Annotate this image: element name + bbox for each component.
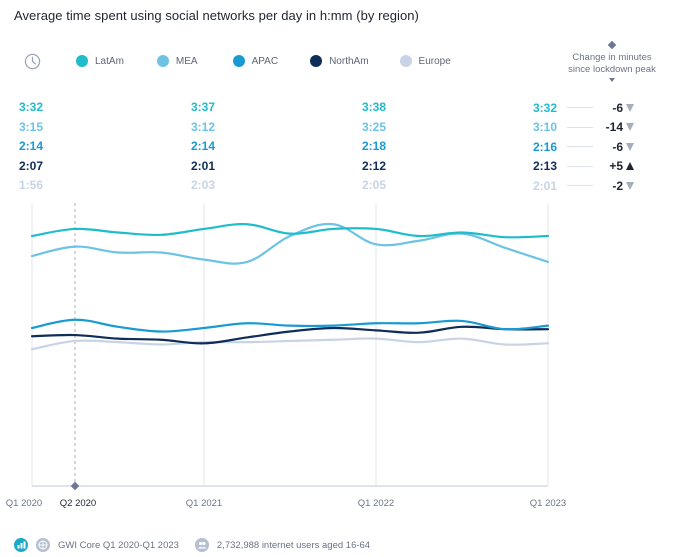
value: 2:14 xyxy=(191,139,216,153)
latest-value: 2:01 xyxy=(533,178,558,193)
leader-line xyxy=(567,165,593,167)
legend-dot-icon xyxy=(399,55,412,67)
legend-dot-icon xyxy=(310,55,323,67)
legend-item-latam[interactable]: LatAm xyxy=(76,55,124,67)
diamond-marker-icon xyxy=(70,481,80,491)
value: 3:37 xyxy=(191,100,216,114)
change-row-mea: 3:10 -14 xyxy=(533,118,634,138)
trend-arrow-icon xyxy=(626,142,634,151)
x-tick-label: Q1 2022 xyxy=(358,498,394,509)
value: 3:25 xyxy=(362,119,387,134)
value: 3:12 xyxy=(191,119,216,134)
value: 3:32 xyxy=(19,100,44,114)
leader-line xyxy=(567,126,593,128)
leader-line xyxy=(567,185,593,187)
value: 2:14 xyxy=(19,139,44,153)
series-line-apac xyxy=(30,318,550,333)
change-value: -6 xyxy=(612,100,623,115)
trend-arrow-icon xyxy=(626,181,634,190)
latest-value: 3:10 xyxy=(533,120,558,135)
change-value: -6 xyxy=(612,139,623,154)
latest-change-table: 3:32 -6 3:10 -14 2:16 -6 2:13 +5 2:01 -2 xyxy=(533,98,634,196)
series-line-mea xyxy=(30,222,550,265)
footer-source: GWI Core Q1 2020-Q1 2023 xyxy=(36,538,179,552)
footer-sample-text: 2,732,988 internet users aged 16-64 xyxy=(216,539,371,551)
legend-item-mea[interactable]: MEA xyxy=(156,55,198,67)
series-line-latam xyxy=(30,223,550,239)
legend-label: MEA xyxy=(175,55,198,67)
x-tick-label: Q1 2020 xyxy=(6,498,42,509)
chart-badge-icon xyxy=(14,538,28,552)
x-tick-label: Q2 2020 xyxy=(60,498,96,509)
value: 2:01 xyxy=(191,158,216,173)
change-header-line1: Change in minutes xyxy=(572,52,652,63)
value: 2:12 xyxy=(362,158,387,173)
series-line-europe xyxy=(30,337,550,351)
footer-sample: 2,732,988 internet users aged 16-64 xyxy=(194,538,371,552)
legend-item-apac[interactable]: APAC xyxy=(232,55,279,67)
latest-value: 2:13 xyxy=(533,159,558,174)
legend-item-europe[interactable]: Europe xyxy=(399,55,451,67)
x-tick-label: Q1 2023 xyxy=(530,498,566,509)
value: 1:56 xyxy=(19,178,44,192)
users-icon xyxy=(194,538,209,552)
legend-label: NorthAm xyxy=(329,55,369,67)
legend: LatAm MEA APAC NorthAm Europe xyxy=(24,51,451,71)
change-value: -2 xyxy=(612,178,623,193)
diamond-icon xyxy=(607,40,617,50)
change-row-europe: 2:01 -2 xyxy=(533,176,634,196)
leader-line xyxy=(567,107,593,109)
latest-value: 2:16 xyxy=(533,139,558,154)
change-header-line2: since lockdown peak xyxy=(568,64,656,75)
footer-source-text: GWI Core Q1 2020-Q1 2023 xyxy=(58,539,179,551)
leader-line xyxy=(567,146,593,148)
x-tick-label: Q1 2021 xyxy=(186,498,222,509)
legend-label: LatAm xyxy=(95,55,124,67)
change-value: -14 xyxy=(605,120,623,135)
latest-value: 3:32 xyxy=(533,100,558,115)
change-row-apac: 2:16 -6 xyxy=(533,137,634,157)
trend-arrow-icon xyxy=(626,103,634,112)
globe-icon xyxy=(36,538,50,552)
chart-title: Average time spent using social networks… xyxy=(14,8,419,23)
legend-item-northam[interactable]: NorthAm xyxy=(310,55,369,67)
value-column-q1-2022: 3:38 3:25 2:18 2:12 2:05 xyxy=(362,98,386,196)
value: 2:03 xyxy=(191,178,216,192)
legend-label: Europe xyxy=(418,55,451,67)
value: 2:07 xyxy=(19,158,44,173)
value: 2:18 xyxy=(362,139,387,153)
value-column-q1-2020: 3:32 3:15 2:14 2:07 1:56 xyxy=(19,98,43,196)
value: 3:38 xyxy=(362,100,387,114)
value: 2:05 xyxy=(362,178,387,192)
change-row-latam: 3:32 -6 xyxy=(533,98,634,118)
series-line-northam xyxy=(30,325,550,345)
clock-icon[interactable] xyxy=(24,53,41,70)
legend-dot-icon xyxy=(156,55,169,67)
trend-arrow-icon xyxy=(626,123,634,132)
value: 3:15 xyxy=(19,119,44,134)
change-row-northam: 2:13 +5 xyxy=(533,157,634,177)
change-value: +5 xyxy=(609,159,623,174)
legend-label: APAC xyxy=(251,55,279,67)
value-column-q2-2020: 3:37 3:12 2:14 2:01 2:03 xyxy=(191,98,215,196)
trend-arrow-icon xyxy=(626,162,634,171)
footer: GWI Core Q1 2020-Q1 2023 2,732,988 inter… xyxy=(14,538,386,552)
line-chart: Q1 2020 Q2 2020 Q1 2021 Q1 2022 Q1 2023 xyxy=(6,203,566,509)
legend-dot-icon xyxy=(232,55,245,67)
legend-dot-icon xyxy=(76,55,88,67)
change-header: Change in minutes since lockdown peak xyxy=(560,40,664,82)
caret-down-icon[interactable] xyxy=(609,78,615,82)
